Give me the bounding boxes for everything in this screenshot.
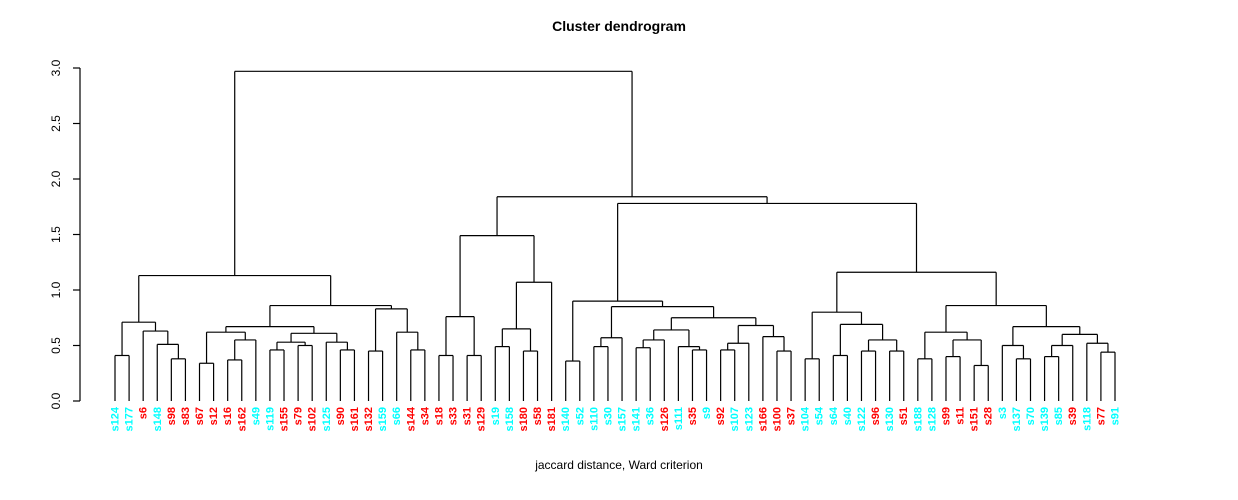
leaf-label: s100 [771,407,783,431]
leaf-label: s3 [997,407,1009,419]
leaf-label: s91 [1110,407,1122,425]
leaf-label: s130 [884,407,896,431]
leaf-label: s119 [264,407,276,431]
leaf-label: s54 [814,406,826,425]
leaf-label: s40 [842,407,854,425]
leaf-label: s158 [504,407,516,431]
leaf-label: s92 [715,407,727,425]
leaf-label: s141 [631,407,643,431]
leaf-label: s79 [293,407,305,425]
leaf-label: s110 [588,407,600,431]
leaf-label: s64 [828,406,840,425]
leaf-label: s96 [870,407,882,425]
leaf-label: s166 [757,407,769,431]
leaf-label: s51 [898,407,910,425]
chart-xlabel: jaccard distance, Ward criterion [535,458,703,472]
leaf-label: s157 [617,407,629,431]
leaf-label: s155 [279,407,291,431]
y-axis-tick-label: 2.0 [49,170,63,187]
y-axis-tick-label: 0.5 [49,337,63,354]
leaf-label: s161 [349,407,361,431]
leaf-label: s16 [222,407,234,425]
leaf-label: s39 [1067,407,1079,425]
leaf-label: s9 [701,407,713,419]
leaf-label: s30 [602,407,614,425]
leaf-label: s111 [673,407,685,430]
leaf-label: s11 [955,407,967,425]
leaf-label: s77 [1095,407,1107,425]
leaf-label: s35 [687,407,699,425]
leaf-label: s126 [659,407,671,431]
leaf-label: s36 [645,407,657,425]
leaf-label: s12 [208,407,220,425]
leaf-label: s125 [321,407,333,431]
leaf-label: s85 [1053,407,1065,425]
leaf-label: s181 [546,407,558,431]
leaf-label: s98 [166,407,178,425]
y-axis-tick-label: 0.0 [49,392,63,409]
leaf-label: s49 [250,407,262,425]
leaf-label: s118 [1081,407,1093,431]
leaf-label: s52 [574,407,586,425]
leaf-label: s107 [729,407,741,431]
leaf-label: s6 [138,407,150,419]
leaf-label: s140 [560,407,572,431]
leaf-label: s19 [490,407,502,425]
leaf-label: s104 [800,406,812,431]
leaf-label: s132 [363,407,375,431]
leaf-label: s129 [476,407,488,431]
leaf-label: s102 [307,407,319,431]
leaf-label: s90 [335,407,347,425]
leaf-label: s83 [180,407,192,425]
leaf-label: s148 [152,407,164,431]
leaf-label: s162 [236,407,248,431]
leaf-label: s137 [1011,407,1023,431]
leaf-label: s151 [969,407,981,431]
leaf-label: s33 [448,407,460,425]
y-axis-tick-label: 2.5 [49,115,63,132]
leaf-label: s124 [110,406,122,431]
leaf-label: s28 [983,407,995,425]
leaf-label: s139 [1039,407,1051,431]
leaf-label: s180 [518,407,530,431]
leaf-label: s67 [194,407,206,425]
leaf-label: s122 [856,407,868,431]
y-axis-tick-label: 1.0 [49,281,63,298]
leaf-label: s31 [462,407,474,425]
chart-title: Cluster dendrogram [552,18,686,34]
leaf-label: s177 [124,407,136,431]
leaf-label: s144 [405,406,417,431]
leaf-label: s70 [1025,407,1037,425]
leaf-label: s18 [433,407,445,425]
leaf-label: s123 [743,407,755,431]
leaf-label: s159 [377,407,389,431]
leaf-label: s34 [419,406,431,425]
leaf-label: s37 [786,407,798,425]
y-axis-tick-label: 1.5 [49,226,63,243]
leaf-label: s99 [940,407,952,425]
leaf-label: s58 [532,407,544,425]
leaf-label: s66 [391,407,403,425]
y-axis-tick-label: 3.0 [49,59,63,76]
leaf-label: s128 [926,407,938,431]
leaf-label: s188 [912,407,924,431]
